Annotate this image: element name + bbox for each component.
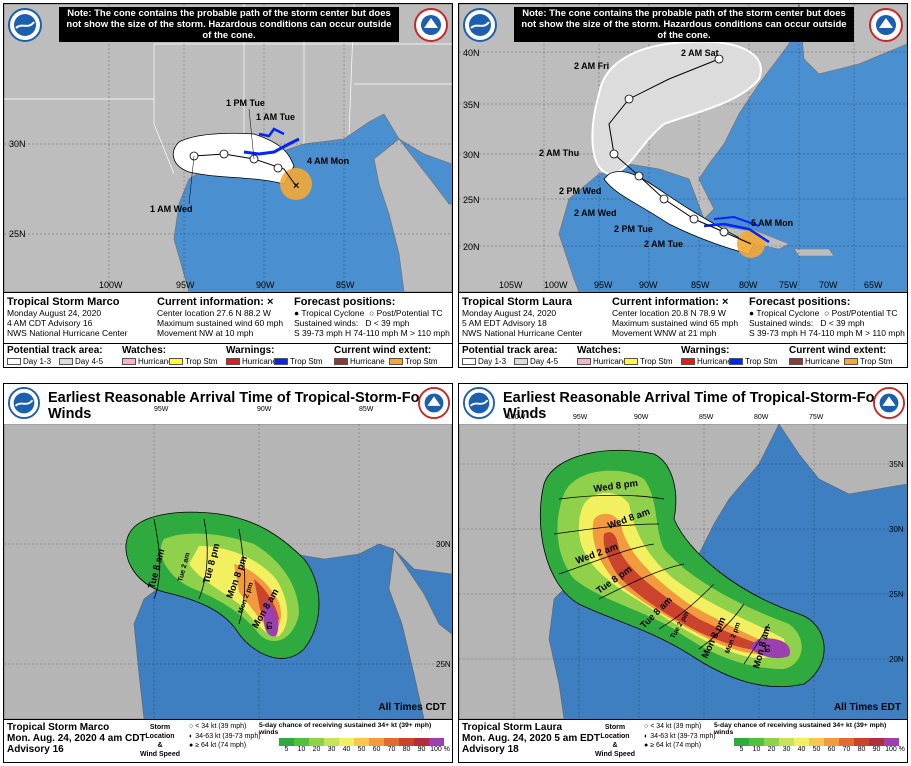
marco-arrival-panel: Earliest Reasonable Arrival Time of Trop… (3, 383, 453, 763)
marco-track-label: 4 AM Mon (307, 156, 349, 166)
all-times-label: All Times EDT (833, 702, 901, 713)
nws-logo (873, 387, 905, 419)
arrival-header: Earliest Reasonable Arrival Time of Trop… (459, 384, 907, 424)
noaa-logo (8, 387, 40, 419)
svg-text:25N: 25N (889, 590, 904, 599)
svg-text:30N: 30N (436, 540, 451, 549)
svg-text:40N: 40N (463, 48, 480, 58)
svg-text:2 PM Wed: 2 PM Wed (559, 186, 601, 196)
cone-note: Note: The cone contains the probable pat… (59, 7, 399, 42)
arrival-header: Earliest Reasonable Arrival Time of Trop… (4, 384, 452, 424)
svg-text:75W: 75W (779, 280, 798, 290)
svg-text:2 AM Wed: 2 AM Wed (574, 208, 617, 218)
svg-text:2 AM Sat: 2 AM Sat (681, 48, 719, 58)
marco-track-label: 1 PM Tue (226, 98, 265, 108)
nws-logo (414, 8, 448, 42)
svg-text:2 PM Tue: 2 PM Tue (614, 224, 653, 234)
laura-arrival-footer: Tropical Storm Laura Mon. Aug. 24, 2020 … (459, 719, 907, 762)
marco-track-label: 1 AM Tue (256, 112, 295, 122)
svg-text:105W: 105W (499, 280, 523, 290)
noaa-logo (463, 8, 497, 42)
svg-text:65W: 65W (864, 280, 883, 290)
laura-cone-map: 2 AM Sat 2 AM Fri 2 AM Thu 2 PM Wed 2 AM… (459, 4, 907, 292)
arrival-title: Earliest Reasonable Arrival Time of Trop… (48, 390, 442, 422)
svg-text:25N: 25N (463, 195, 480, 205)
laura-arrival-panel: Earliest Reasonable Arrival Time of Trop… (458, 383, 908, 763)
svg-text:70W: 70W (819, 280, 838, 290)
arrival-title: Earliest Reasonable Arrival Time of Trop… (503, 390, 897, 422)
svg-text:90W: 90W (639, 280, 658, 290)
marco-legend: Potential track area: Day 1-3 Day 4-5 Wa… (4, 343, 452, 367)
marco-cone-map: × 1 PM Tue 1 AM Tue 4 AM Mon 1 AM Wed 30… (4, 4, 452, 292)
svg-text:2 AM Fri: 2 AM Fri (574, 61, 609, 71)
svg-text:100W: 100W (99, 280, 123, 290)
svg-text:30N: 30N (889, 525, 904, 534)
nws-logo (869, 8, 903, 42)
svg-text:35N: 35N (463, 100, 480, 110)
probability-scale: 5 10 20 30 40 50 60 70 80 90 100 % (734, 738, 906, 753)
svg-text:35N: 35N (889, 460, 904, 469)
marco-arrival-footer: Tropical Storm Marco Mon. Aug. 24, 2020 … (4, 719, 452, 762)
storm-name: Tropical Storm Laura (462, 296, 573, 308)
svg-text:2 AM Tue: 2 AM Tue (644, 239, 683, 249)
svg-text:×: × (293, 180, 299, 192)
storm-name: Tropical Storm Marco (7, 296, 120, 308)
svg-text:30N: 30N (463, 150, 480, 160)
marco-arrival-map: ɕ Tue 8 am Tue 2 am Tue 8 pm Mon 8 pm Mo… (4, 424, 452, 719)
svg-text:2 AM Thu: 2 AM Thu (539, 148, 579, 158)
svg-text:25N: 25N (9, 229, 26, 239)
svg-text:ɕ: ɕ (764, 640, 771, 655)
svg-text:100W: 100W (544, 280, 568, 290)
svg-text:95W: 95W (176, 280, 195, 290)
laura-info-box: Tropical Storm Laura Monday August 24, 2… (459, 292, 907, 344)
svg-text:90W: 90W (256, 280, 275, 290)
svg-text:95W: 95W (594, 280, 613, 290)
probability-scale: 5 10 20 30 40 50 60 70 80 90 100 % (279, 738, 451, 753)
svg-text:20N: 20N (889, 655, 904, 664)
laura-legend: Potential track area: Day 1-3 Day 4-5 Wa… (459, 343, 907, 367)
nws-logo (418, 387, 450, 419)
svg-text:ɕ: ɕ (266, 617, 273, 632)
noaa-logo (463, 387, 495, 419)
all-times-label: All Times CDT (378, 702, 446, 713)
marco-cone-panel: × 1 PM Tue 1 AM Tue 4 AM Mon 1 AM Wed 30… (3, 3, 453, 368)
marco-info-box: Tropical Storm Marco Monday August 24, 2… (4, 292, 452, 344)
svg-text:5 AM Mon: 5 AM Mon (751, 218, 793, 228)
laura-cone-panel: 2 AM Sat 2 AM Fri 2 AM Thu 2 PM Wed 2 AM… (458, 3, 908, 368)
svg-text:85W: 85W (691, 280, 710, 290)
svg-text:20N: 20N (463, 242, 480, 252)
svg-text:80W: 80W (739, 280, 758, 290)
svg-text:25N: 25N (436, 660, 451, 669)
svg-text:85W: 85W (336, 280, 355, 290)
svg-text:30N: 30N (9, 139, 26, 149)
cone-note: Note: The cone contains the probable pat… (514, 7, 854, 42)
marco-track-label: 1 AM Wed (150, 204, 193, 214)
noaa-logo (8, 8, 42, 42)
laura-arrival-map: ɕ Wed 8 pm Wed 8 am Wed 2 am Tue 8 pm Tu… (459, 424, 907, 719)
